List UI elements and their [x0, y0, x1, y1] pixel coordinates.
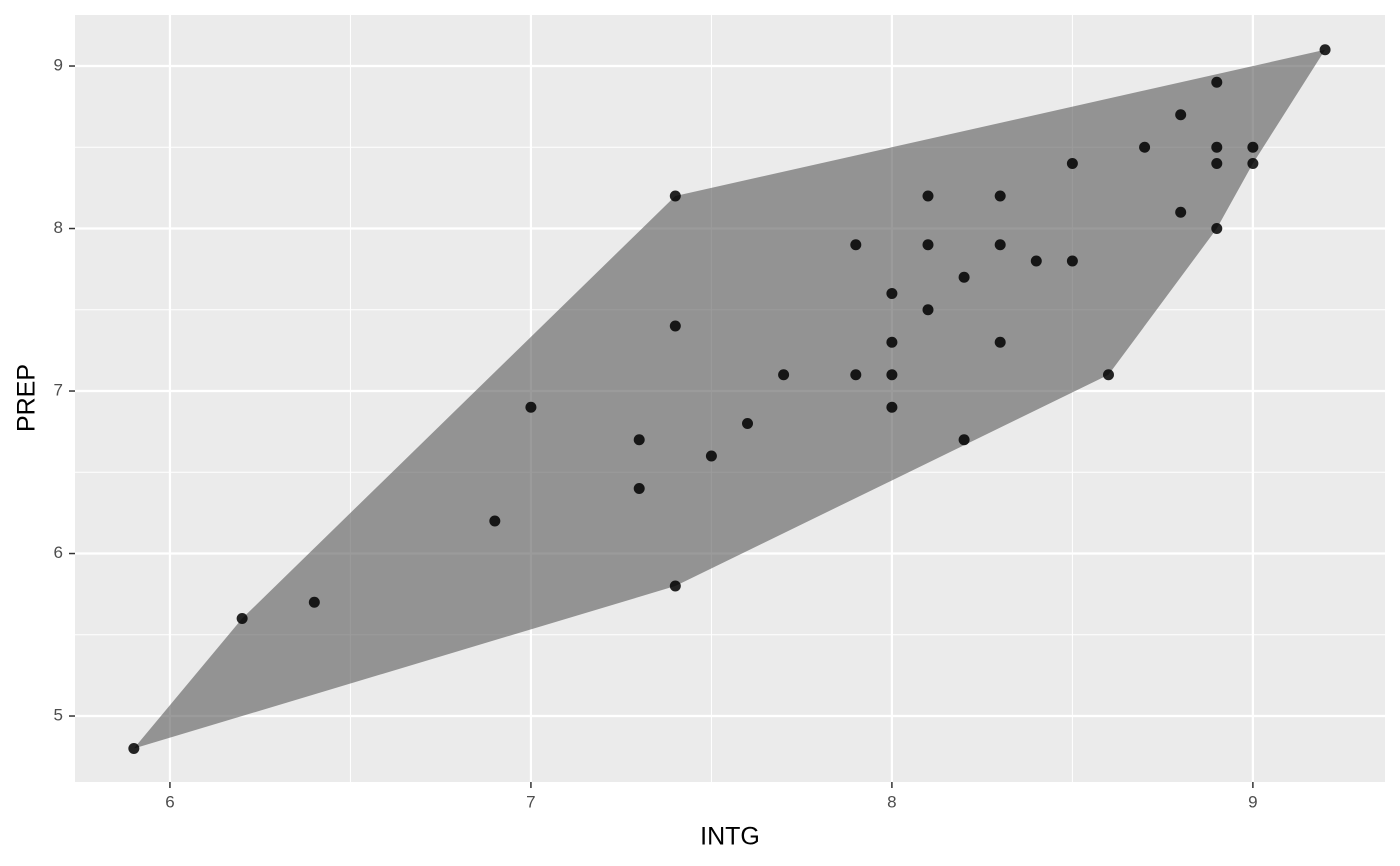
- point: [1139, 141, 1151, 153]
- point: [850, 239, 862, 251]
- point: [1211, 141, 1223, 153]
- point: [1175, 206, 1187, 218]
- point: [922, 239, 934, 251]
- point: [1211, 158, 1223, 170]
- point: [1211, 76, 1223, 88]
- point: [236, 613, 248, 625]
- x-tick-label: 7: [526, 792, 535, 811]
- point: [705, 450, 717, 462]
- point: [886, 369, 898, 381]
- point: [922, 304, 934, 316]
- y-tick-label: 8: [54, 218, 63, 237]
- x-axis-label: INTG: [700, 823, 760, 851]
- point: [958, 434, 970, 446]
- point: [1066, 255, 1078, 267]
- point: [1102, 369, 1114, 381]
- point: [886, 401, 898, 413]
- point: [886, 336, 898, 348]
- y-axis-label: PREP: [13, 364, 41, 432]
- point: [1247, 141, 1259, 153]
- x-tick-label: 6: [165, 792, 174, 811]
- point: [958, 271, 970, 283]
- point: [1175, 109, 1187, 121]
- point: [669, 580, 681, 592]
- point: [525, 401, 537, 413]
- y-tick-label: 5: [54, 706, 63, 725]
- y-tick-label: 9: [54, 56, 63, 75]
- hull: [133, 49, 1326, 749]
- point: [669, 190, 681, 202]
- y-tick-label: 6: [54, 543, 63, 562]
- point: [994, 190, 1006, 202]
- point: [1319, 44, 1331, 56]
- point: [1247, 158, 1259, 170]
- point: [128, 743, 140, 755]
- point: [1211, 223, 1223, 235]
- point: [742, 418, 754, 430]
- point: [994, 336, 1006, 348]
- point: [308, 596, 320, 608]
- point: [669, 320, 681, 332]
- point: [886, 288, 898, 300]
- point: [922, 190, 934, 202]
- point: [1030, 255, 1042, 267]
- point: [633, 434, 645, 446]
- point: [994, 239, 1006, 251]
- point: [778, 369, 790, 381]
- point: [489, 515, 501, 527]
- x-tick-label: 8: [887, 792, 896, 811]
- y-tick-label: 7: [54, 381, 63, 400]
- x-tick-label: 9: [1248, 792, 1257, 811]
- point: [633, 483, 645, 495]
- point: [850, 369, 862, 381]
- point: [1066, 158, 1078, 170]
